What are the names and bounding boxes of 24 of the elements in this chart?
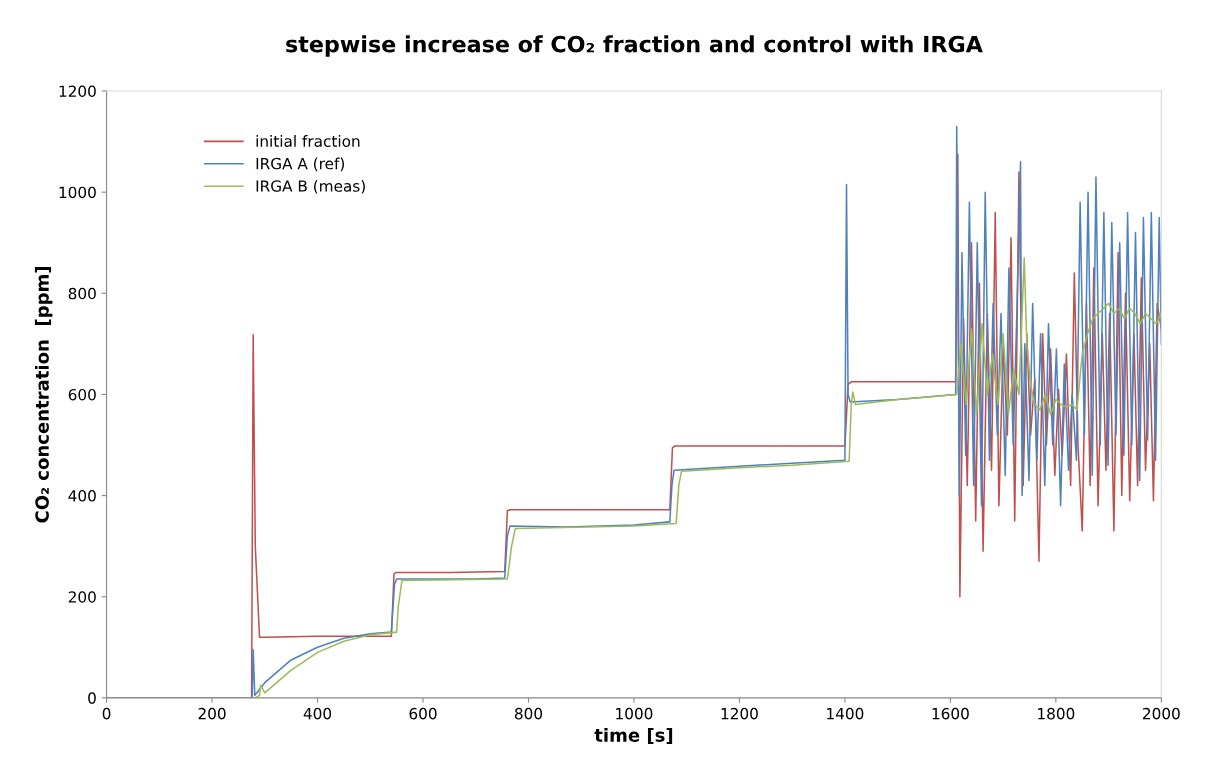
y-tick-label: 0: [88, 692, 96, 704]
x-axis-title: time [s]: [594, 727, 673, 745]
x-tick-label: 1600: [932, 707, 969, 720]
y-axis-title: CO₂ concentration [ppm]: [34, 266, 53, 523]
x-tick-label: 800: [514, 707, 543, 720]
chart-title: stepwise increase of CO₂ fraction and control with IRGA: [286, 35, 983, 57]
x-tick-label: 200: [198, 707, 226, 720]
y-tick-label: 400: [68, 490, 96, 502]
y-tick-label: 1000: [59, 186, 96, 199]
y-tick-label: 200: [68, 591, 96, 603]
x-tick-label: 2000: [1143, 707, 1180, 720]
y-tick-label: 600: [68, 388, 96, 401]
legend-label: IRGA B (meas): [256, 179, 365, 194]
legend-label: initial fraction: [256, 135, 360, 147]
x-tick-label: 1800: [1038, 707, 1075, 720]
x-tick-label: 1400: [827, 707, 864, 720]
x-tick-label: 0: [102, 707, 111, 720]
x-tick-label: 600: [409, 707, 437, 720]
x-tick-label: 400: [303, 707, 332, 720]
y-tick-label: 1200: [59, 85, 96, 98]
legend-label: IRGA A (ref): [256, 157, 345, 172]
x-tick-label: 1000: [616, 707, 653, 720]
x-tick-label: 1200: [721, 707, 758, 720]
y-tick-label: 800: [68, 287, 96, 300]
